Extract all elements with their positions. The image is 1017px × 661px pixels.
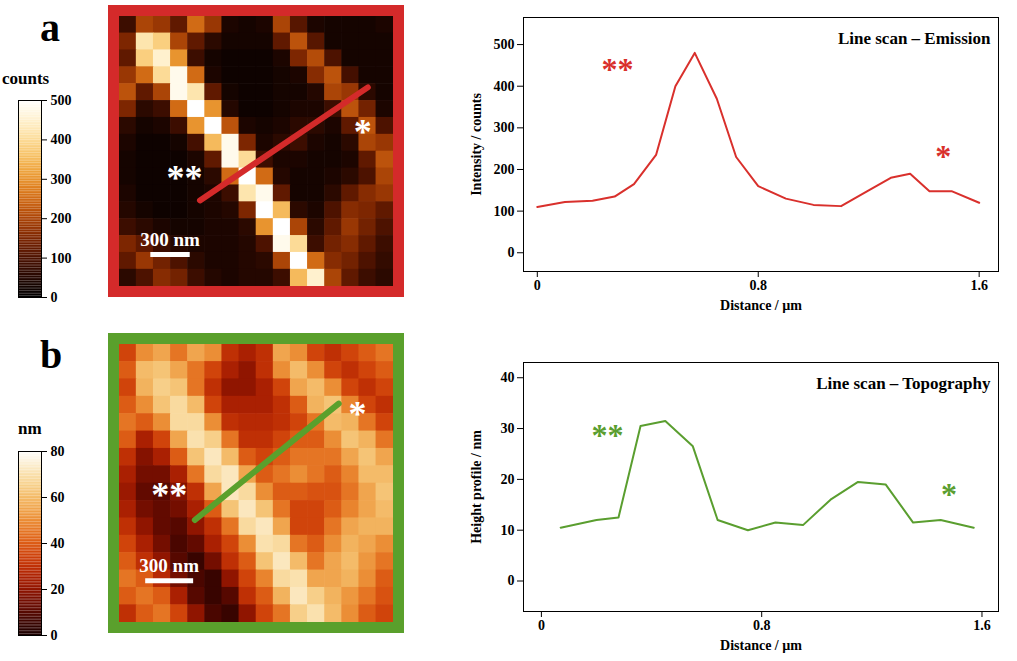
svg-text:200: 200 bbox=[51, 211, 72, 226]
svg-text:300: 300 bbox=[494, 120, 515, 135]
svg-text:100: 100 bbox=[51, 251, 72, 266]
svg-text:30: 30 bbox=[501, 421, 515, 436]
svg-text:10: 10 bbox=[501, 523, 515, 538]
html-text:a: a bbox=[40, 5, 60, 50]
svg-text:60: 60 bbox=[51, 490, 65, 505]
svg-text:0: 0 bbox=[51, 290, 58, 305]
svg-text:0.8: 0.8 bbox=[753, 618, 771, 633]
svg-text:0: 0 bbox=[51, 628, 58, 643]
svg-text:1.6: 1.6 bbox=[973, 618, 991, 633]
svg-text:**: ** bbox=[151, 475, 187, 515]
svg-text:300 nm: 300 nm bbox=[140, 229, 200, 250]
svg-text:Intensity / counts: Intensity / counts bbox=[469, 93, 484, 196]
svg-text:Line scan – Topography: Line scan – Topography bbox=[816, 374, 991, 393]
svg-text:Line scan – Emission: Line scan – Emission bbox=[838, 29, 991, 48]
html-text:counts: counts bbox=[2, 69, 50, 88]
svg-text:Height profile / nm: Height profile / nm bbox=[469, 430, 484, 544]
svg-text:100: 100 bbox=[494, 204, 515, 219]
svg-text:**: ** bbox=[591, 417, 623, 453]
svg-text:80: 80 bbox=[51, 444, 65, 459]
svg-text:500: 500 bbox=[494, 37, 515, 52]
html-text:nm: nm bbox=[18, 419, 42, 438]
svg-text:0: 0 bbox=[508, 573, 515, 588]
svg-text:0.8: 0.8 bbox=[749, 278, 767, 293]
svg-text:20: 20 bbox=[51, 582, 65, 597]
svg-text:200: 200 bbox=[494, 162, 515, 177]
svg-text:**: ** bbox=[601, 51, 633, 87]
svg-text:20: 20 bbox=[501, 472, 515, 487]
svg-text:400: 400 bbox=[51, 132, 72, 147]
svg-text:300 nm: 300 nm bbox=[139, 555, 199, 576]
svg-text:40: 40 bbox=[501, 370, 515, 385]
svg-text:1.6: 1.6 bbox=[970, 278, 988, 293]
svg-text:Distance / µm: Distance / µm bbox=[720, 638, 802, 653]
svg-text:0: 0 bbox=[508, 245, 515, 260]
svg-text:0: 0 bbox=[538, 618, 545, 633]
svg-text:40: 40 bbox=[51, 536, 65, 551]
svg-text:500: 500 bbox=[51, 93, 72, 108]
svg-text:400: 400 bbox=[494, 79, 515, 94]
svg-text:Distance / µm: Distance / µm bbox=[720, 298, 802, 313]
svg-text:*: * bbox=[349, 394, 367, 434]
html-text:b: b bbox=[40, 332, 63, 377]
svg-text:*: * bbox=[935, 138, 951, 174]
svg-text:0: 0 bbox=[534, 278, 541, 293]
svg-text:300: 300 bbox=[51, 172, 72, 187]
svg-text:*: * bbox=[941, 476, 957, 512]
svg-text:*: * bbox=[354, 112, 372, 152]
svg-text:**: ** bbox=[167, 158, 203, 198]
